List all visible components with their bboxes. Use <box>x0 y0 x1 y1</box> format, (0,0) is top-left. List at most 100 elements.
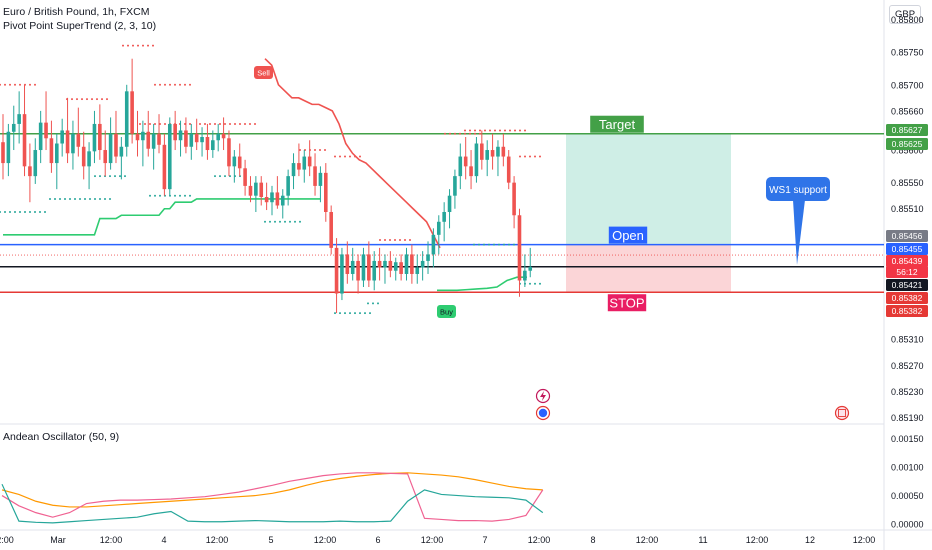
pivot-dot <box>34 211 36 213</box>
price-tag-box <box>886 266 928 278</box>
price-tick-label: 0.85750 <box>891 48 924 58</box>
osc-tick-label: 0.00100 <box>891 463 924 473</box>
pivot-dot <box>189 194 191 197</box>
sell-label-box <box>254 66 273 79</box>
target-label: Target <box>590 115 644 133</box>
candle-body <box>178 130 183 141</box>
candle-body <box>329 212 333 248</box>
pivot-dot <box>249 122 251 125</box>
candle-body <box>447 195 452 212</box>
buy-label-text: Buy <box>440 308 453 317</box>
pivot-dot <box>359 155 361 158</box>
pivot-dot <box>254 122 256 125</box>
buy-label-box <box>437 305 456 318</box>
pivot-dot <box>4 211 6 213</box>
time-tick-label: 6 <box>375 535 380 545</box>
pivot-dot <box>0 211 1 213</box>
pivot-dot <box>209 122 211 125</box>
price-tag-text: 0.85627 <box>892 125 923 135</box>
time-tick-label: 12:00 <box>746 535 769 545</box>
pivot-dot <box>474 129 476 132</box>
time-tick-label: 12:00 <box>100 535 123 545</box>
candle-body <box>415 267 420 274</box>
pivot-dot <box>514 129 516 132</box>
pivot-dot <box>184 194 186 197</box>
candle-body <box>108 133 113 164</box>
pivot-dot <box>539 282 541 285</box>
candle-body <box>420 260 425 268</box>
pivot-dot <box>86 98 88 101</box>
price-tag-box <box>886 230 928 242</box>
candle-body <box>211 140 215 151</box>
pivot-dot <box>299 220 301 223</box>
pivot-dot <box>364 312 366 315</box>
candle-body <box>393 262 398 271</box>
sell-label-text: Sell <box>257 69 270 78</box>
pivot-dot <box>464 129 466 132</box>
pivot-dot <box>104 197 106 200</box>
pivot-dot <box>513 243 515 246</box>
candle-body <box>162 144 167 190</box>
pivot-dot <box>154 194 156 197</box>
pivot-dot <box>179 83 181 86</box>
time-tick-label: 12:00 <box>853 535 876 545</box>
pivot-dot <box>19 211 21 213</box>
pivot-dot <box>179 194 181 197</box>
pivot-dot <box>444 132 446 135</box>
oscillator-title: Andean Oscillator (50, 9) <box>3 431 120 443</box>
price-tick-label: 0.85230 <box>891 387 924 397</box>
price-tick-label: 0.85660 <box>891 106 924 116</box>
pivot-dot <box>499 129 501 132</box>
pivot-dot <box>144 122 146 125</box>
candle-body <box>377 260 382 268</box>
ws1-callout-text: WS1 support <box>769 185 827 196</box>
pivot-dot <box>344 312 346 315</box>
candle-body <box>227 138 231 167</box>
pivot-dot <box>164 122 166 125</box>
candle-body <box>60 130 64 144</box>
price-tag-text: 0.85625 <box>892 139 923 149</box>
pivot-dot <box>91 98 93 101</box>
pivot-dot <box>449 132 451 135</box>
time-tick-label: 7 <box>482 535 487 545</box>
globe-icon <box>535 405 551 421</box>
currency-button[interactable]: GBP <box>889 5 921 24</box>
price-tick-label: 0.85510 <box>891 204 924 214</box>
pivot-dot <box>214 175 216 178</box>
price-tag-box <box>886 243 928 255</box>
pivot-dot <box>189 122 191 125</box>
pivot-dot <box>529 282 531 285</box>
oscillator-line-2 <box>1 472 544 522</box>
pivot-dot <box>389 239 391 242</box>
price-tick-label: 0.85600 <box>891 146 924 156</box>
candle-body <box>184 130 188 147</box>
price-tag-text: 0.85455 <box>892 244 923 254</box>
candle-body <box>388 260 393 271</box>
pivot-dot <box>14 211 16 213</box>
candle-body <box>55 143 59 164</box>
pivot-dot <box>498 243 500 246</box>
candle-body <box>17 114 21 124</box>
candle-body <box>141 131 145 141</box>
pivot-dot <box>369 312 371 315</box>
pivot-dot <box>71 98 73 101</box>
candle-body <box>221 133 226 139</box>
pivot-dot <box>142 44 144 47</box>
pivot-dot <box>199 122 201 125</box>
pivot-dot <box>488 243 490 246</box>
candle-body <box>114 133 118 157</box>
candle-body <box>442 212 446 222</box>
pivot-dot <box>69 197 71 200</box>
pivot-dot <box>354 312 356 315</box>
candle-body <box>458 156 463 177</box>
price-tick-label: 0.85800 <box>891 15 924 25</box>
pivot-dot <box>229 175 231 178</box>
pivot-dot <box>96 98 98 101</box>
candle-body <box>286 176 290 196</box>
candle-body <box>517 215 522 281</box>
candle-body <box>189 133 194 147</box>
pivot-dot <box>219 122 221 125</box>
pivot-dot <box>44 211 46 213</box>
pivot-dot <box>149 194 151 197</box>
